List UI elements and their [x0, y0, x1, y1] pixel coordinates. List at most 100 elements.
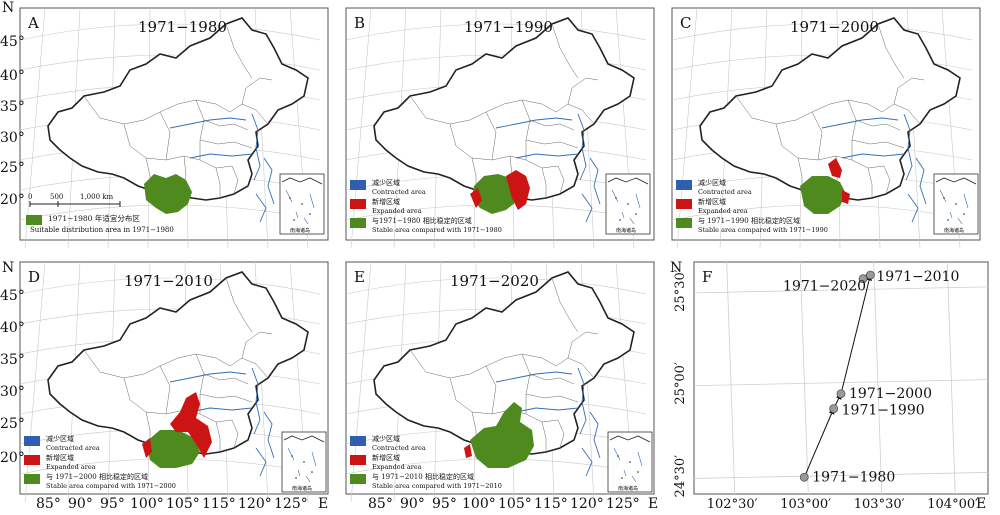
panel-letter: F — [702, 268, 712, 286]
centroid-label-4: 1971−2010 — [876, 269, 959, 285]
lon-tick-85: 85° — [36, 496, 61, 512]
centroid-y-ticks: 24°30′ 25°00′ 25°30′ — [673, 269, 688, 497]
panel-b: 南海诸岛 B 1971−1990 减少区域 Contracted area 新增… — [345, 7, 655, 249]
legend: 减少区域 Contracted area 新增区域 Expanded area … — [676, 178, 828, 234]
legend-zh: 与 1971−1990 相比稳定的区域 — [698, 216, 800, 225]
south-china-sea-inset — [281, 431, 327, 493]
legend-swatch-stable — [350, 474, 366, 484]
panel-letter: E — [354, 268, 365, 286]
north-label: N — [2, 0, 14, 16]
lat-tick-30: 30° — [0, 384, 25, 400]
legend-en: Contracted area — [698, 188, 752, 196]
north-label: N — [2, 260, 14, 276]
lon-tick-115: 115° — [534, 496, 568, 512]
legend-en: Expanded area — [46, 463, 96, 471]
lon-ticks-e: 85° 90° 95° 100° 105° 115° 120° 125° E — [368, 496, 658, 512]
lon-tick-95: 95° — [100, 496, 125, 512]
gridline-lon-0 — [726, 261, 736, 495]
panel-title: 1971−2000 — [790, 18, 879, 36]
centroid-point-2 — [836, 389, 846, 399]
legend-zh: 减少区域 — [46, 434, 74, 443]
lat-tick-40: 40° — [0, 320, 25, 336]
panel-title: 1971−2020 — [450, 272, 539, 290]
panel-f: F N E 24°30′25°00′25°30′ 102°30′ 103°00′ 1… — [670, 260, 989, 512]
lon-tick-105: 105° — [166, 496, 200, 512]
legend-en: Stable area compared with 1971−2000 — [46, 482, 176, 490]
legend-en: Expanded area — [372, 463, 422, 471]
lon-tick-105: 105° — [498, 496, 532, 512]
legend-en: Suitable distribution area in 1971−1980 — [30, 226, 174, 234]
legend-zh: 新增区域 — [372, 197, 400, 206]
lat-tick-20: 20° — [0, 450, 25, 466]
legend-swatch-stable — [676, 218, 692, 228]
panel-title: 1971−1980 — [138, 18, 227, 36]
legend: 1971−1980 年适宜分布区 Suitable distribution a… — [26, 213, 174, 234]
south-china-sea-inset — [607, 431, 653, 493]
legend-swatch-expanded — [350, 199, 366, 209]
centroid-x-ticks: 102°30′ 103°00′ 103°30′ 104°00′ — [707, 497, 978, 512]
lat-tick-45: 45° — [0, 34, 25, 50]
panel-c: 南海诸岛 C 1971−2000 减少区域 Contracted area 新增… — [671, 7, 981, 249]
panel-f-frame — [693, 261, 989, 495]
legend: 减少区域 Contracted area 新增区域 Expanded area … — [350, 434, 502, 490]
legend-en: Expanded area — [698, 207, 748, 215]
legend-zh: 1971−1980 年适宜分布区 — [48, 213, 140, 223]
centroid-label-2: 1971−2000 — [849, 386, 932, 402]
legend-zh: 减少区域 — [698, 178, 726, 187]
south-china-sea-inset — [279, 173, 325, 235]
lon-tick-125: 125° — [606, 496, 640, 512]
legend-zh: 新增区域 — [46, 453, 74, 462]
track-segment-0 — [803, 408, 835, 478]
gridline-lat-2 — [693, 286, 989, 294]
gridline-lon-3 — [946, 261, 956, 495]
lat-tick-25: 25° — [0, 160, 25, 176]
track-segment-2 — [840, 274, 873, 394]
legend-swatch-contracted — [350, 180, 366, 190]
lon-tick-95: 95° — [432, 496, 457, 512]
lat-ticks-bottom: N 45° 40° 35° 30° 25° 20° — [0, 260, 25, 466]
lat-tick-30: 30° — [0, 130, 25, 146]
gridline-lat-0 — [693, 472, 989, 479]
gridline-lon-1 — [799, 261, 809, 495]
panel-d: 南海诸岛 D 1971−2010 减少区域 Contracted area 新增… — [19, 261, 329, 503]
lon-tick-115: 115° — [202, 496, 236, 512]
south-china-sea-inset — [605, 173, 651, 235]
legend-zh: 新增区域 — [372, 453, 400, 462]
legend-swatch-stable — [26, 215, 42, 225]
lon-tick-90: 90° — [68, 496, 93, 512]
panel-letter: C — [680, 14, 691, 32]
lon-tick-90: 90° — [400, 496, 425, 512]
lat-tick-40: 40° — [0, 68, 25, 84]
inset-label: 南海诸岛 — [618, 485, 638, 492]
centroid-point-3 — [858, 274, 868, 284]
legend-zh: 减少区域 — [372, 434, 400, 443]
panel-e: 南海诸岛 E 1971−2020 减少区域 Contracted area 新增… — [345, 261, 655, 503]
y-tick-label-1: 25°00′ — [673, 362, 688, 405]
east-label: E — [318, 496, 328, 512]
legend-swatch-stable — [24, 474, 40, 484]
legend-en: Stable area compared with 1971−2010 — [372, 482, 502, 490]
scale-bar: 0 500 1,000 km — [28, 193, 121, 207]
y-tick-label-2: 25°30′ — [673, 269, 688, 312]
x-tick-label-2: 103°30′ — [854, 497, 905, 512]
legend-swatch-expanded — [350, 455, 366, 465]
legend-en: Contracted area — [372, 444, 426, 452]
inset-label: 南海诸岛 — [944, 227, 964, 234]
north-label: N — [670, 260, 682, 276]
legend-swatch-expanded — [676, 199, 692, 209]
inset-label: 南海诸岛 — [616, 227, 636, 234]
centroid-point-4 — [866, 270, 875, 280]
east-label: E — [976, 496, 986, 512]
centroid-point-1 — [829, 404, 839, 414]
lon-tick-100: 100° — [462, 496, 496, 512]
south-china-sea-inset — [933, 173, 979, 235]
lon-tick-120: 120° — [570, 496, 604, 512]
legend: 减少区域 Contracted area 新增区域 Expanded area … — [24, 434, 176, 490]
legend-swatch-stable — [350, 218, 366, 228]
x-tick-label-3: 104°00′ — [927, 497, 978, 512]
legend-swatch-contracted — [24, 436, 40, 446]
panel-letter: A — [27, 14, 39, 32]
scale-label-0: 0 — [28, 193, 32, 201]
